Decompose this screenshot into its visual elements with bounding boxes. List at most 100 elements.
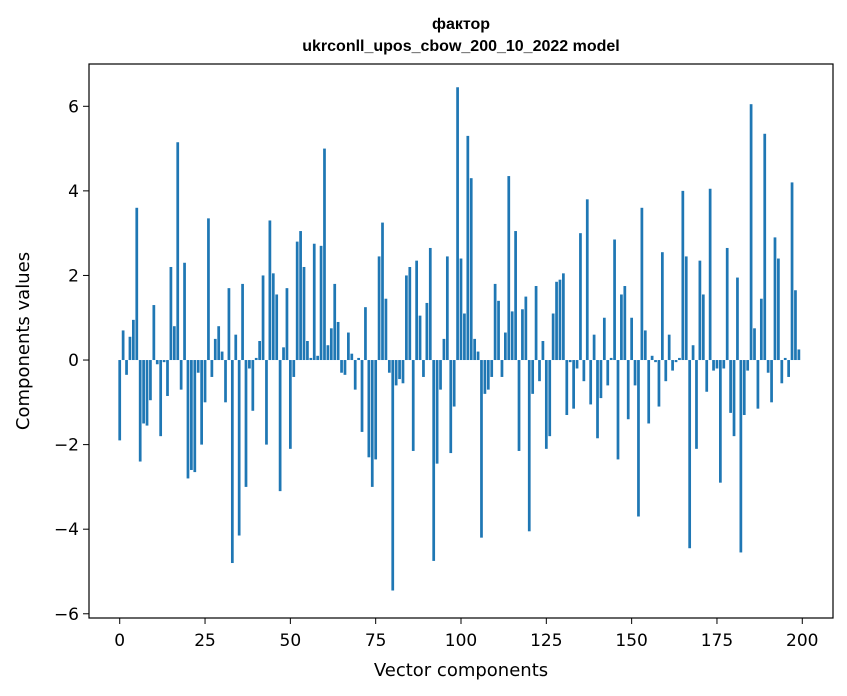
- bar-0: [118, 360, 122, 441]
- bar-74: [370, 360, 374, 487]
- bar-186: [753, 328, 756, 361]
- bar-121: [531, 360, 535, 394]
- bar-79: [387, 360, 391, 373]
- bar-127: [551, 313, 555, 361]
- bar-169: [695, 360, 698, 449]
- bar-149: [626, 360, 630, 420]
- bar-139: [592, 334, 596, 361]
- y-tick-label: −2: [54, 436, 79, 456]
- bar-141: [599, 360, 603, 399]
- bars-group: [118, 87, 801, 591]
- bar-194: [780, 360, 784, 384]
- bar-162: [671, 360, 674, 371]
- bar-180: [732, 360, 736, 437]
- bar-69: [353, 360, 357, 390]
- x-tick-label: 125: [530, 631, 562, 651]
- y-tick-label: −4: [54, 520, 79, 540]
- bar-129: [558, 279, 562, 361]
- bar-138: [589, 360, 593, 405]
- bar-65: [340, 360, 343, 373]
- bar-37: [244, 360, 248, 487]
- y-tick-label: 0: [68, 351, 79, 371]
- bar-100: [459, 258, 463, 361]
- bar-45: [271, 273, 275, 361]
- bar-26: [207, 218, 210, 361]
- bar-132: [568, 360, 572, 363]
- bar-130: [562, 273, 565, 361]
- bar-136: [582, 360, 586, 382]
- bar-176: [719, 360, 722, 483]
- bar-15: [169, 266, 173, 361]
- bar-192: [773, 237, 777, 361]
- bar-193: [777, 258, 780, 361]
- bar-36: [241, 283, 244, 361]
- chart-subtitle: ukrconll_upos_cbow_200_10_2022 model: [302, 38, 619, 55]
- x-tick-label: 50: [280, 631, 302, 651]
- bar-197: [790, 182, 794, 361]
- bar-117: [517, 360, 521, 451]
- bar-85: [408, 266, 412, 361]
- bar-155: [647, 360, 651, 424]
- bar-107: [483, 360, 487, 394]
- bar-46: [275, 294, 279, 361]
- bar-191: [770, 360, 773, 403]
- bar-78: [384, 298, 388, 361]
- x-tick-label: 175: [701, 631, 733, 651]
- x-tick-label: 200: [786, 631, 818, 651]
- bar-20: [186, 360, 190, 479]
- bar-156: [650, 355, 654, 361]
- y-tick-label: 4: [68, 182, 79, 202]
- bar-157: [654, 360, 657, 363]
- bar-38: [248, 360, 251, 369]
- bar-171: [701, 294, 705, 361]
- bar-77: [381, 222, 384, 361]
- bar-158: [657, 360, 661, 407]
- bar-113: [504, 332, 507, 361]
- bar-43: [265, 360, 268, 445]
- bar-153: [640, 207, 644, 361]
- bar-44: [268, 220, 272, 361]
- bar-30: [220, 351, 224, 361]
- bar-143: [606, 360, 610, 386]
- bar-125: [544, 360, 548, 449]
- bar-163: [674, 360, 678, 363]
- bar-142: [602, 317, 606, 361]
- bar-122: [534, 286, 538, 361]
- x-axis-label: Vector components: [374, 660, 548, 681]
- bar-116: [514, 231, 517, 361]
- bar-108: [486, 360, 490, 390]
- bar-62: [329, 328, 333, 361]
- bar-137: [585, 199, 589, 361]
- bar-86: [411, 360, 415, 451]
- bar-174: [712, 360, 715, 371]
- bar-170: [698, 260, 702, 361]
- bar-64: [336, 321, 340, 361]
- bar-61: [326, 345, 330, 361]
- bar-5: [135, 207, 139, 361]
- bar-83: [401, 360, 405, 384]
- bar-115: [510, 311, 514, 361]
- bar-106: [480, 360, 483, 538]
- y-axis-label: Components values: [13, 252, 34, 430]
- bar-145: [613, 239, 616, 361]
- bar-4: [132, 319, 135, 361]
- bar-49: [285, 288, 289, 361]
- bar-95: [442, 338, 446, 361]
- bar-101: [463, 313, 466, 361]
- bar-183: [742, 360, 746, 416]
- bar-23: [196, 360, 200, 373]
- bar-47: [278, 360, 282, 492]
- bar-60: [323, 148, 326, 361]
- bar-89: [422, 360, 425, 377]
- bar-118: [521, 309, 524, 361]
- bar-27: [210, 360, 214, 377]
- bar-103: [469, 178, 473, 361]
- bar-8: [145, 360, 149, 426]
- bar-114: [507, 176, 511, 361]
- bar-51: [292, 360, 296, 377]
- bar-68: [350, 353, 354, 361]
- bar-175: [715, 360, 719, 369]
- bar-182: [739, 360, 743, 553]
- bar-124: [541, 341, 545, 361]
- bar-188: [759, 298, 763, 361]
